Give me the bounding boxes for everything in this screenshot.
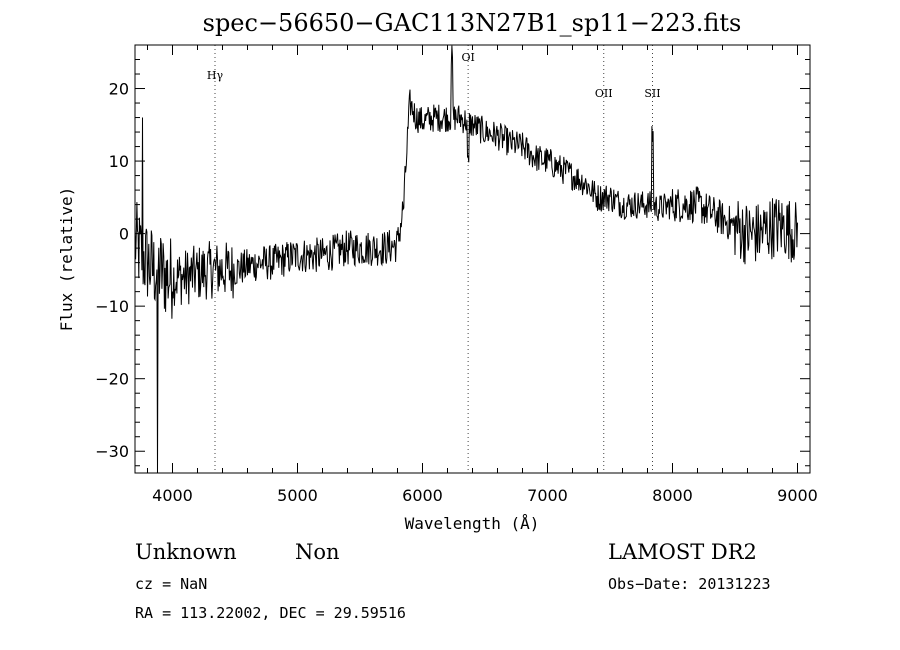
plot-frame — [134, 44, 811, 474]
y-tick-label: −30 — [95, 442, 129, 461]
x-tick-label: 7000 — [527, 486, 568, 505]
axis-ticks: 4000 5000 6000 7000 8000 9000 −30 −20 −10 0 10 20 — [95, 44, 818, 505]
x-tick-label: 6000 — [402, 486, 443, 505]
x-axis-label: Wavelength (Å) — [405, 514, 540, 533]
class-label: Unknown — [135, 540, 237, 564]
emission-line-label: SII — [644, 87, 660, 100]
x-tick-label: 4000 — [152, 486, 193, 505]
x-tick-label: 5000 — [277, 486, 318, 505]
x-tick-label: 9000 — [777, 486, 818, 505]
y-tick-label: 0 — [119, 225, 129, 244]
emission-line-label: Hγ — [207, 69, 224, 82]
obs-date-text: Obs−Date: 20131223 — [608, 575, 771, 593]
coords-text: RA = 113.22002, DEC = 29.59516 — [135, 604, 406, 622]
y-tick-label: −20 — [95, 370, 129, 389]
emission-line-label: OI — [461, 51, 474, 64]
plot-area: Hγ OI OII SII — [134, 45, 798, 474]
subclass-label: Non — [295, 540, 340, 564]
x-tick-label: 8000 — [652, 486, 693, 505]
y-tick-label: 10 — [109, 152, 129, 171]
y-axis-label: Flux (relative) — [57, 187, 76, 332]
cz-text: cz = NaN — [135, 575, 208, 593]
y-tick-label: 20 — [109, 80, 129, 99]
emission-line-label: OII — [595, 87, 613, 100]
y-tick-label: −10 — [95, 297, 129, 316]
chart-title: spec−56650−GAC113N27B1_sp11−223.fits — [203, 9, 742, 37]
spectrum-line — [134, 45, 798, 474]
survey-label: LAMOST DR2 — [608, 540, 757, 564]
